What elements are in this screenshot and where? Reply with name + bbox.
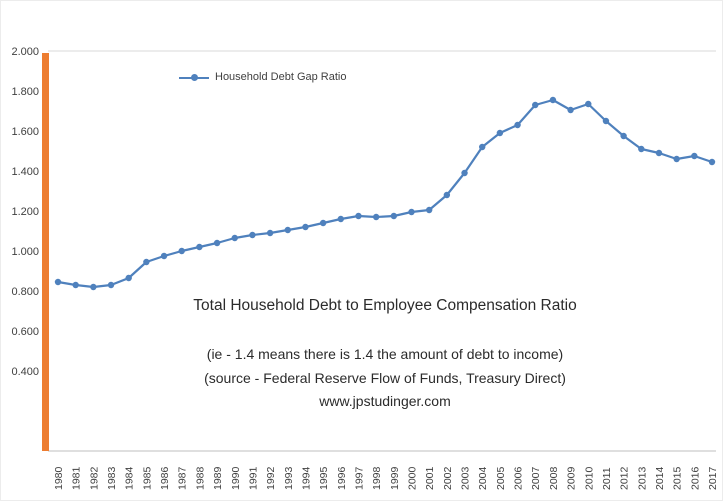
data-point-marker (54, 278, 62, 286)
series-line (56, 98, 714, 289)
legend-line-marker-icon (179, 73, 209, 82)
x-tick-label: 2003 (460, 466, 472, 490)
y-tick-label: 1.800 (11, 86, 39, 98)
data-point-marker (691, 152, 698, 160)
legend-label: Household Debt Gap Ratio (215, 71, 347, 83)
x-tick-label: 1996 (336, 466, 348, 490)
x-tick-label: 2007 (530, 466, 542, 490)
data-point-marker (125, 274, 132, 282)
data-point-marker (107, 281, 115, 289)
orange-accent-bar (42, 53, 49, 451)
x-tick-label: 1992 (265, 466, 277, 490)
y-tick-label: 0.600 (11, 326, 39, 338)
data-point-marker (319, 219, 327, 227)
data-point-marker (532, 101, 539, 109)
data-point-marker (638, 145, 645, 153)
data-point-marker (496, 129, 504, 137)
x-tick-label: 1994 (300, 466, 312, 490)
x-tick-label: 1997 (353, 466, 365, 490)
y-tick-label: 1.600 (11, 126, 39, 138)
data-point-marker (567, 106, 574, 114)
x-tick-label: 2013 (636, 466, 648, 490)
x-tick-label: 1987 (177, 466, 189, 490)
data-point-marker (673, 155, 680, 163)
x-tick-label: 1982 (88, 466, 100, 490)
x-tick-label: 2009 (566, 466, 578, 490)
x-tick-label: 2015 (672, 466, 684, 490)
data-point-marker (196, 243, 203, 251)
x-tick-label: 1988 (194, 466, 206, 490)
data-point-marker (143, 258, 150, 266)
x-tick-label: 1991 (247, 466, 259, 490)
data-point-marker (160, 252, 168, 260)
x-tick-label: 1993 (283, 466, 295, 490)
x-tick-label: 2002 (442, 466, 454, 490)
x-tick-label: 2000 (407, 466, 419, 490)
x-tick-label: 1980 (53, 466, 65, 490)
x-tick-label: 2006 (513, 466, 525, 490)
x-tick-label: 1981 (71, 466, 83, 490)
y-tick-label: 1.000 (11, 246, 39, 258)
y-tick-label: 2.000 (11, 46, 39, 58)
x-tick-label: 1998 (371, 466, 383, 490)
x-tick-label: 1986 (159, 466, 171, 490)
x-tick-label: 2012 (619, 466, 631, 490)
y-tick-label: 1.400 (11, 166, 39, 178)
data-point-marker (178, 247, 185, 255)
y-tick-label: 0.800 (11, 286, 39, 298)
x-tick-label: 2017 (707, 466, 719, 490)
data-point-marker (284, 226, 291, 234)
data-point-marker (549, 96, 557, 104)
x-tick-label: 2010 (583, 466, 595, 490)
data-point-marker (408, 208, 415, 216)
x-tick-label: 2004 (477, 466, 489, 490)
y-tick-label: 1.200 (11, 206, 39, 218)
data-point-marker (390, 212, 398, 220)
data-point-marker (90, 283, 97, 291)
data-point-marker (620, 132, 627, 140)
data-point-marker (425, 206, 433, 214)
data-point-marker (337, 215, 345, 223)
x-tick-label: 2008 (548, 466, 560, 490)
data-point-marker (479, 143, 486, 151)
data-point-marker (372, 213, 380, 221)
x-tick-label: 1990 (230, 466, 242, 490)
data-point-marker (266, 229, 274, 237)
x-tick-label: 2016 (689, 466, 701, 490)
data-point-marker (708, 158, 716, 166)
data-point-marker (655, 149, 663, 157)
y-tick-label: 0.400 (11, 366, 39, 378)
data-point-marker (213, 239, 221, 247)
x-tick-label: 1985 (141, 466, 153, 490)
data-point-marker (514, 121, 521, 129)
x-tick-label: 2001 (424, 466, 436, 490)
x-tick-label: 2014 (654, 466, 666, 490)
data-point-marker (602, 117, 610, 125)
x-tick-label: 1995 (318, 466, 330, 490)
x-tick-label: 1989 (212, 466, 224, 490)
chart-legend: Household Debt Gap Ratio (179, 71, 346, 83)
data-point-marker (231, 234, 238, 242)
x-tick-label: 1983 (106, 466, 118, 490)
legend-dot (191, 73, 198, 81)
x-tick-label: 1984 (124, 466, 136, 490)
data-point-marker (461, 169, 468, 177)
x-tick-label: 1999 (389, 466, 401, 490)
data-point-marker (443, 191, 451, 199)
data-point-marker (355, 212, 362, 220)
x-tick-label: 2005 (495, 466, 507, 490)
data-point-marker (249, 231, 256, 239)
x-tick-label: 2011 (601, 467, 613, 490)
data-point-marker (302, 223, 309, 231)
data-point-marker (72, 281, 79, 289)
data-point-marker (585, 100, 592, 108)
